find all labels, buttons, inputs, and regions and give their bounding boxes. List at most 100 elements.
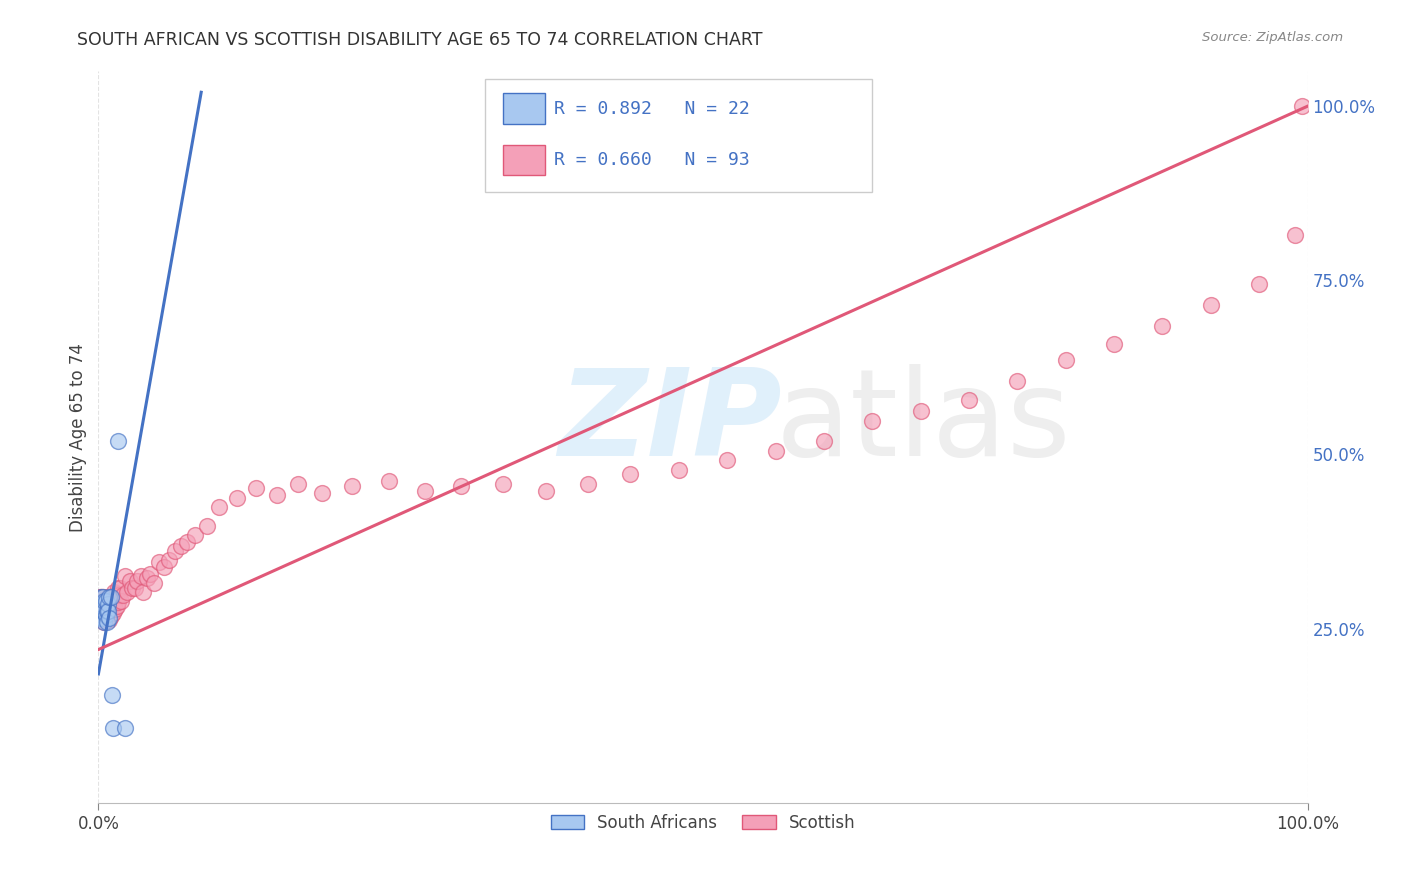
Point (103, 597, 125, 611)
Point (98, 591, 121, 605)
Point (413, 483, 436, 498)
Point (100, 594, 122, 608)
Point (576, 476, 599, 491)
Point (105, 587, 128, 601)
Point (98, 611, 121, 625)
Text: Source: ZipAtlas.com: Source: ZipAtlas.com (1202, 31, 1343, 45)
Point (101, 607, 124, 621)
Point (129, 569, 152, 583)
Point (208, 500, 231, 514)
Point (96, 604, 118, 618)
Point (110, 594, 132, 608)
Point (90, 591, 112, 605)
Point (534, 483, 557, 498)
Point (100, 688, 122, 702)
Point (111, 588, 134, 602)
Point (100, 602, 122, 616)
Point (97, 604, 120, 618)
Point (104, 588, 127, 602)
Point (100, 591, 122, 605)
Point (121, 581, 143, 595)
Point (89, 611, 111, 625)
Legend: South Africans, Scottish: South Africans, Scottish (544, 807, 862, 838)
Point (93, 600, 115, 615)
Point (377, 474, 399, 488)
Y-axis label: Disability Age 65 to 74: Disability Age 65 to 74 (69, 343, 87, 532)
Point (91, 597, 114, 611)
Point (143, 576, 166, 591)
Point (107, 581, 129, 595)
Point (860, 414, 883, 428)
Point (450, 479, 472, 493)
Point (94, 609, 117, 624)
Point (107, 434, 129, 448)
Point (117, 585, 139, 599)
Point (118, 574, 141, 589)
Point (91, 591, 114, 605)
Point (132, 585, 155, 599)
Point (94, 599, 117, 614)
Point (91, 597, 114, 611)
Point (93, 615, 115, 629)
Point (105, 599, 128, 614)
Point (90, 597, 112, 611)
Text: atlas: atlas (776, 364, 1071, 481)
Point (97, 590, 120, 604)
Point (152, 560, 174, 574)
Point (910, 404, 932, 418)
Point (89, 594, 111, 608)
Point (114, 569, 136, 583)
Point (163, 543, 186, 558)
Point (101, 595, 124, 609)
Point (176, 534, 198, 549)
Point (97, 597, 120, 611)
Point (100, 609, 122, 624)
Point (957, 393, 980, 408)
Point (93, 615, 115, 629)
Point (98, 613, 121, 627)
Point (91, 591, 114, 605)
Point (765, 444, 787, 458)
Point (1054, 353, 1077, 368)
Point (668, 463, 690, 477)
FancyBboxPatch shape (503, 94, 544, 124)
Point (1284, 228, 1306, 243)
Point (813, 434, 835, 448)
Point (96, 615, 118, 629)
Point (492, 476, 515, 491)
Point (93, 594, 115, 608)
Point (619, 467, 641, 481)
Point (266, 488, 288, 502)
Point (90, 604, 112, 618)
Point (342, 479, 364, 493)
Point (96, 592, 118, 607)
Point (287, 476, 309, 491)
Point (93, 592, 115, 607)
Point (104, 602, 127, 616)
FancyBboxPatch shape (503, 145, 544, 175)
Point (195, 518, 218, 533)
Point (108, 581, 131, 595)
Point (94, 594, 117, 608)
Point (91, 611, 114, 625)
Point (101, 721, 124, 735)
Point (245, 481, 267, 495)
FancyBboxPatch shape (485, 78, 872, 192)
Point (97, 609, 120, 624)
Point (184, 527, 207, 541)
Text: R = 0.892   N = 22: R = 0.892 N = 22 (554, 100, 749, 118)
Point (1249, 277, 1271, 291)
Point (108, 588, 131, 602)
Point (96, 602, 118, 616)
Point (97, 599, 120, 614)
Point (135, 572, 157, 586)
Point (96, 613, 118, 627)
Point (90, 591, 112, 605)
Point (127, 574, 149, 589)
Point (98, 591, 121, 605)
Point (148, 556, 170, 570)
Point (89, 591, 111, 605)
Text: ZIP: ZIP (558, 364, 782, 481)
Point (157, 553, 180, 567)
Point (311, 485, 333, 500)
